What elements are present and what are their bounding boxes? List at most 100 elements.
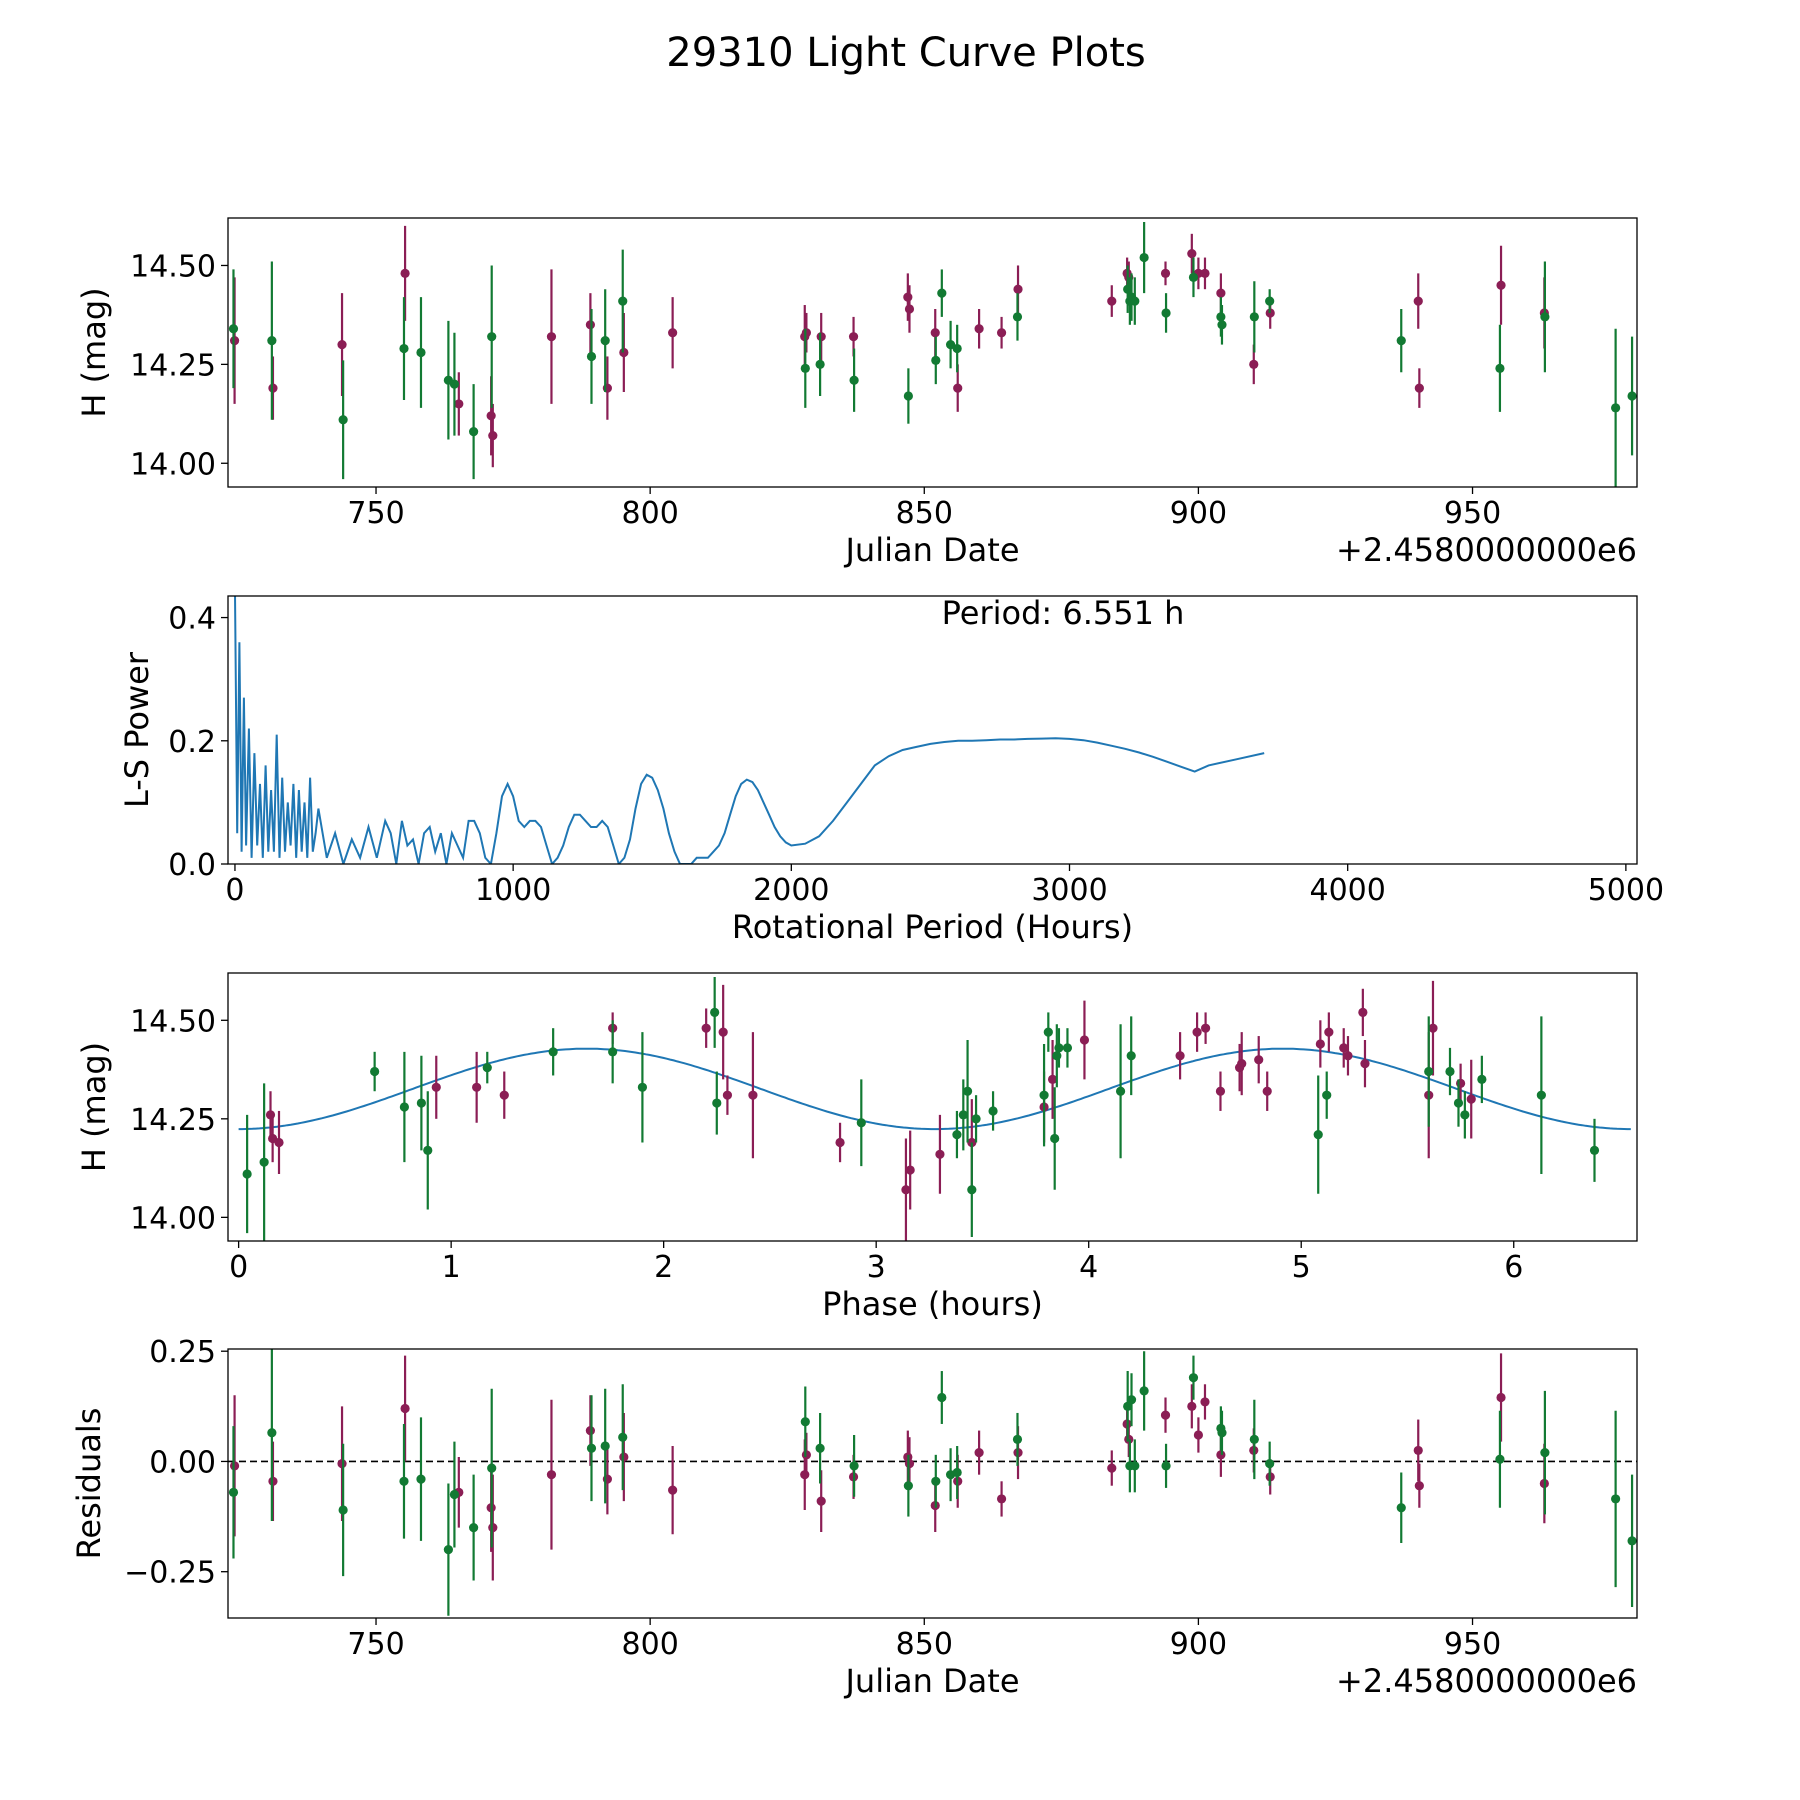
- y-axis-label: H (mag): [75, 1042, 113, 1172]
- x-axis-label: Julian Date: [843, 531, 1019, 569]
- data-point: [1217, 320, 1227, 330]
- data-point: [1315, 1039, 1325, 1049]
- x-tick-label: 5: [1292, 1250, 1311, 1285]
- data-point: [701, 1023, 711, 1033]
- x-axis-label: Julian Date: [843, 1662, 1019, 1700]
- data-point: [800, 1417, 810, 1427]
- data-point: [1453, 1098, 1464, 1108]
- data-point: [722, 1090, 733, 1100]
- data-point: [748, 1090, 758, 1100]
- series-band-b: [242, 976, 1600, 1241]
- data-point: [1012, 1434, 1023, 1445]
- data-point: [849, 1461, 859, 1471]
- plot-area: [234, 596, 1265, 864]
- data-point: [1445, 1066, 1455, 1077]
- y-tick-label: −0.25: [124, 1556, 216, 1591]
- data-point: [815, 1443, 825, 1453]
- axes-frame: [227, 972, 1638, 1242]
- data-point: [935, 1149, 945, 1159]
- data-point: [712, 1098, 722, 1108]
- data-point: [856, 1118, 866, 1128]
- series-band-b: [228, 221, 1637, 487]
- data-point: [1160, 268, 1171, 278]
- data-point: [338, 1505, 348, 1515]
- data-point: [974, 324, 984, 334]
- data-point: [1130, 296, 1140, 306]
- data-point: [931, 1476, 941, 1486]
- data-point: [449, 1489, 460, 1500]
- y-tick-label: 14.25: [130, 1103, 216, 1138]
- data-point: [952, 343, 962, 354]
- data-point: [816, 1496, 826, 1506]
- data-point: [668, 328, 678, 338]
- data-point: [1200, 268, 1210, 278]
- data-point: [488, 430, 498, 441]
- data-point: [1139, 1386, 1149, 1396]
- data-point: [1249, 359, 1259, 369]
- data-point: [400, 1403, 410, 1414]
- x-tick-label: 3: [867, 1250, 886, 1285]
- y-tick-label: 0.4: [168, 602, 216, 637]
- plot-area: [238, 976, 1631, 1241]
- data-point: [1265, 296, 1275, 306]
- x-tick-label: 750: [347, 496, 404, 531]
- data-point: [370, 1066, 380, 1077]
- data-point: [546, 1470, 557, 1480]
- series-band-a: [265, 980, 1476, 1241]
- data-point: [443, 1545, 453, 1555]
- data-point: [952, 1129, 962, 1140]
- y-axis-label: Residuals: [70, 1408, 108, 1560]
- data-point: [958, 1110, 968, 1120]
- data-point: [1187, 1401, 1197, 1411]
- data-point: [618, 296, 628, 306]
- data-point: [274, 1137, 284, 1148]
- data-point: [1249, 1434, 1259, 1445]
- data-point: [618, 1432, 628, 1442]
- data-point: [1012, 312, 1023, 322]
- data-point: [1495, 363, 1505, 373]
- data-point: [1193, 1430, 1204, 1440]
- data-point: [1013, 284, 1023, 294]
- data-point: [1360, 1059, 1370, 1069]
- data-point: [1428, 1023, 1438, 1033]
- data-point: [971, 1114, 981, 1124]
- x-tick-label: 5000: [1588, 873, 1664, 908]
- data-point: [904, 304, 915, 314]
- data-point: [1160, 1410, 1171, 1420]
- data-point: [1324, 1027, 1334, 1037]
- y-tick-label: 0.2: [168, 725, 216, 760]
- plot-area: [228, 1349, 1637, 1616]
- x-offset-label: +2.4580000000e6: [1336, 531, 1637, 569]
- data-point: [931, 355, 941, 366]
- data-point: [1043, 1027, 1053, 1037]
- data-point: [1126, 1051, 1136, 1061]
- y-tick-label: 0.25: [149, 1335, 216, 1370]
- data-point: [1130, 1461, 1140, 1471]
- data-point: [1540, 312, 1550, 322]
- data-point: [1466, 1094, 1476, 1104]
- data-point: [1413, 1445, 1423, 1456]
- x-tick-label: 900: [1170, 496, 1227, 531]
- data-point: [548, 1047, 558, 1057]
- axes-frame: [227, 1348, 1638, 1619]
- x-tick-label: 1: [442, 1250, 461, 1285]
- data-point: [1313, 1129, 1323, 1140]
- data-point: [1050, 1133, 1060, 1144]
- data-point: [399, 1102, 409, 1112]
- residuals-panel: 750 800 850 900 950 −0.25 0.00 0.25 Julian Date R…: [70, 1335, 1638, 1700]
- x-axis-label: Rotational Period (Hours): [732, 908, 1133, 946]
- data-point: [1175, 1051, 1185, 1061]
- data-point: [1496, 1392, 1506, 1403]
- data-point: [454, 399, 464, 409]
- x-tick-label: 0: [225, 873, 244, 908]
- data-point: [499, 1090, 509, 1100]
- x-tick-label: 800: [622, 1627, 679, 1662]
- x-tick-label: 6: [1504, 1250, 1523, 1285]
- data-point: [1322, 1090, 1332, 1100]
- data-point: [338, 415, 348, 425]
- x-tick-label: 900: [1170, 1627, 1227, 1662]
- y-tick-label: 14.00: [130, 1201, 216, 1236]
- data-point: [1217, 1428, 1227, 1438]
- axes-frame: [227, 217, 1638, 488]
- data-point: [1200, 1023, 1211, 1033]
